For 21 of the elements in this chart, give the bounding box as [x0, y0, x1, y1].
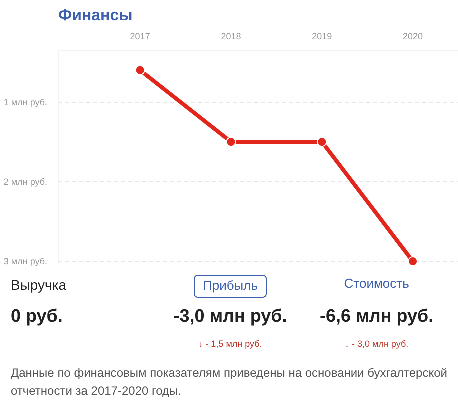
- x-tick-label: 2017: [130, 32, 150, 42]
- y-tick-label: 1 млн руб.: [4, 97, 48, 108]
- text: -3,0 млн руб.: [174, 306, 288, 326]
- text: 0 руб.: [11, 306, 63, 326]
- text: Выручка: [11, 277, 67, 293]
- text: Прибыль: [194, 275, 267, 298]
- x-tick-label: 2018: [221, 32, 242, 42]
- text: ↓ - 3,0 млн руб.: [345, 339, 409, 350]
- x-tick-label: 2019: [312, 32, 332, 42]
- chart-title: Финансы: [58, 8, 133, 24]
- point: [317, 137, 328, 148]
- text: ↓ - 1,5 млн руб.: [198, 339, 262, 350]
- text: Стоимость: [344, 276, 410, 291]
- text: -6,6 млн руб.: [320, 306, 434, 326]
- point: [226, 137, 236, 148]
- y-tick-label: 3 млн руб.: [4, 256, 48, 267]
- point: [135, 65, 146, 76]
- point: [408, 256, 418, 266]
- x-tick-label: 2020: [403, 32, 424, 42]
- text: Данные по финансовым показателям приведены на основании бухгалтерской отчетности за 2017-2020 годы.: [11, 365, 448, 400]
- y-tick-label: 2 млн руб.: [4, 176, 48, 187]
